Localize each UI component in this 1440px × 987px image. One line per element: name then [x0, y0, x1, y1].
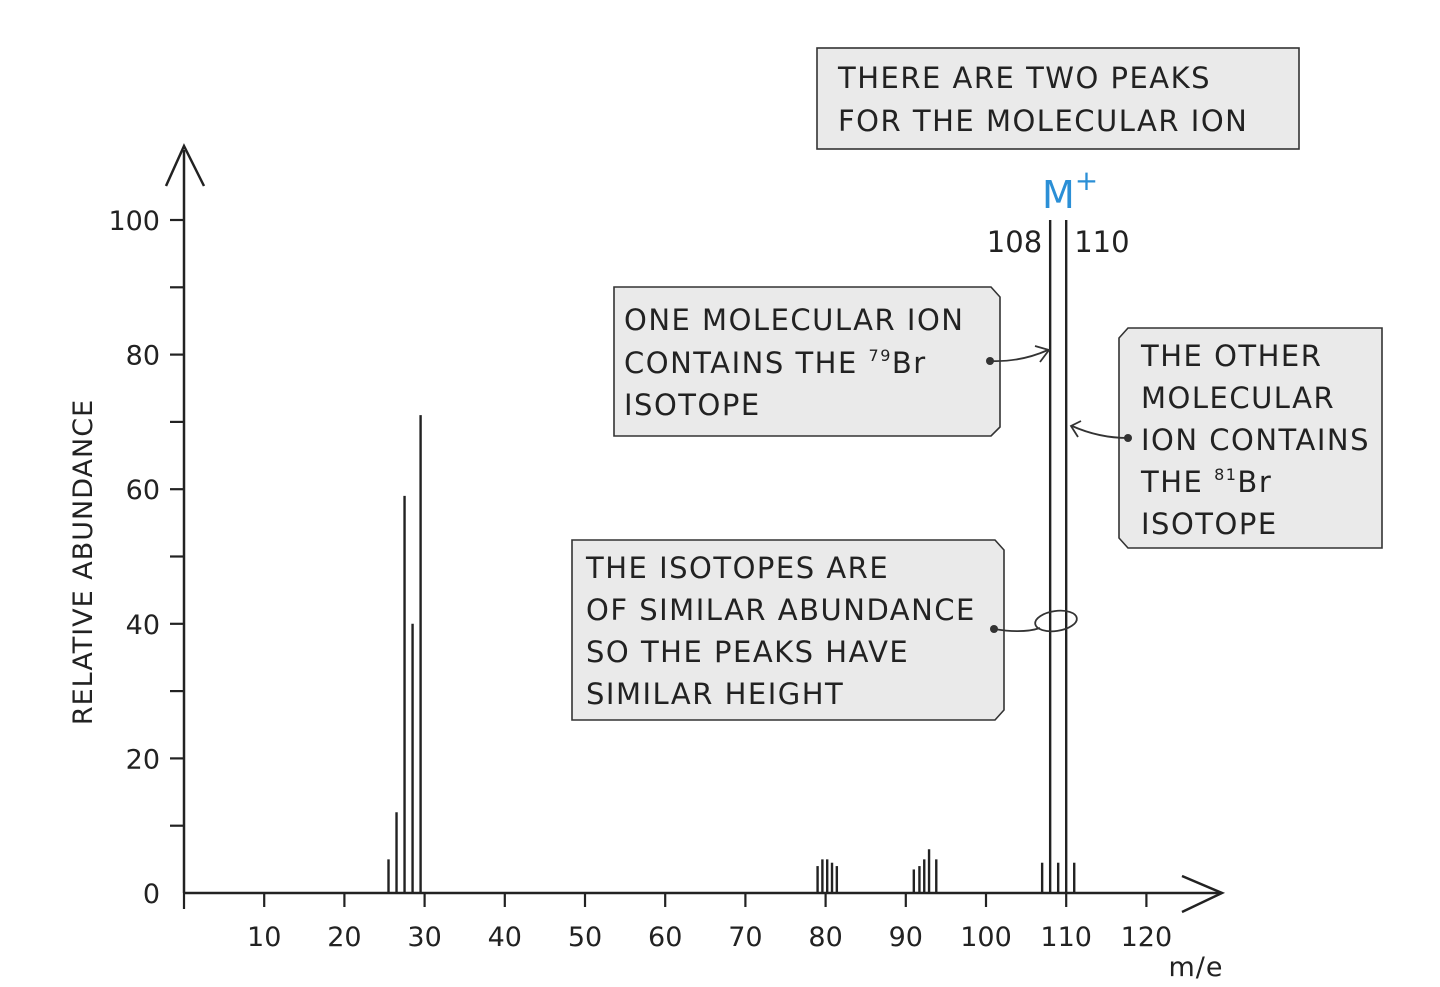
annotation-similar-abundance-line-3: SO THE PEAKS HAVE: [586, 635, 909, 669]
callout-arrowhead-81br: [1069, 420, 1082, 438]
annotation-two-peaks: THERE ARE TWO PEAKS FOR THE MOLECULAR IO…: [816, 47, 1300, 150]
annotation-81br-line-4-text: THE: [1140, 465, 1214, 499]
x-tick-label: 40: [488, 922, 522, 953]
annotation-81br-line-4: THE 81Br: [1140, 465, 1272, 499]
y-tick-label: 80: [126, 341, 160, 372]
annotation-similar-abundance-line-4: SIMILAR HEIGHT: [586, 677, 844, 711]
y-tick-label: 0: [143, 879, 160, 910]
annotation-81br-line-5: ISOTOPE: [1141, 507, 1278, 541]
peak-label-110: 110: [1074, 225, 1129, 259]
annotation-79br-line-2: CONTAINS THE 79Br: [624, 346, 927, 380]
annotation-two-peaks-line-1: THERE ARE TWO PEAKS: [837, 61, 1211, 95]
x-tick-label: 120: [1121, 922, 1173, 953]
annotation-similar-abundance: THE ISOTOPES ARE OF SIMILAR ABUNDANCE SO…: [571, 539, 1078, 721]
x-tick-label: 110: [1040, 922, 1092, 953]
annotation-similar-abundance-box: [571, 539, 1005, 721]
peaks: [387, 220, 1076, 893]
y-tick-label: 100: [108, 206, 160, 237]
molecular-ion-charge: +: [1075, 164, 1098, 197]
molecular-ion-letter: M: [1042, 173, 1075, 217]
x-tick-label: 30: [407, 922, 441, 953]
annotation-81br-element: Br: [1237, 465, 1272, 499]
x-tick-label: 10: [247, 922, 281, 953]
annotation-81br-mass-number: 81: [1214, 465, 1237, 484]
annotation-two-peaks-line-2: FOR THE MOLECULAR ION: [838, 104, 1248, 138]
peak-labels: 108 110: [987, 225, 1130, 259]
x-axis-arrowhead: [1181, 874, 1226, 914]
x-tick-label: 50: [568, 922, 602, 953]
annotation-similar-abundance-line-2: OF SIMILAR ABUNDANCE: [586, 593, 976, 627]
annotation-81br-line-2: MOLECULAR: [1141, 381, 1335, 415]
annotation-81br-box: [1118, 327, 1383, 549]
x-ticks: 10 20 30 40 50 60 70 80 90 100 110 120: [182, 893, 1173, 953]
annotation-79br: ONE MOLECULAR ION CONTAINS THE 79Br ISOT…: [613, 286, 1051, 437]
x-tick-label: 20: [327, 922, 361, 953]
callout-line-81br: [1071, 425, 1129, 439]
x-tick-label: 80: [808, 922, 842, 953]
y-ticks: 0 20 40 60 80 100: [108, 206, 184, 910]
x-tick-label: 70: [728, 922, 762, 953]
callout-arrowhead-79br: [1034, 345, 1051, 363]
callout-line-similar: [993, 627, 1041, 633]
y-axis-title: RELATIVE ABUNDANCE: [68, 399, 99, 725]
molecular-ion-label: M+: [1042, 164, 1098, 217]
axes: [164, 143, 1226, 914]
annotation-79br-line-3: ISOTOPE: [624, 388, 761, 422]
y-tick-label: 60: [126, 475, 160, 506]
y-tick-label: 20: [126, 744, 160, 775]
y-axis-arrowhead: [164, 143, 206, 187]
annotation-81br: THE OTHER MOLECULAR ION CONTAINS THE 81B…: [1069, 327, 1383, 549]
x-axis-title: m/e: [1168, 952, 1223, 983]
x-tick-label: 60: [648, 922, 682, 953]
peak-label-108: 108: [987, 225, 1042, 259]
annotation-79br-mass-number: 79: [869, 346, 892, 365]
callout-line-79br: [989, 349, 1049, 363]
annotation-two-peaks-box: [816, 47, 1300, 150]
y-tick-label: 40: [126, 610, 160, 641]
annotation-79br-line-1: ONE MOLECULAR ION: [624, 303, 964, 337]
x-tick-label: 90: [889, 922, 923, 953]
annotation-similar-abundance-line-1: THE ISOTOPES ARE: [585, 551, 889, 585]
annotation-81br-line-3: ION CONTAINS: [1141, 423, 1370, 457]
x-tick-label: 100: [960, 922, 1012, 953]
annotation-79br-element: Br: [892, 346, 927, 380]
annotation-79br-box: [613, 286, 1001, 437]
peak-tops-ellipse: [1034, 609, 1078, 633]
annotation-81br-line-1: THE OTHER: [1140, 339, 1322, 373]
annotation-79br-line-2-text: CONTAINS THE: [624, 346, 869, 380]
